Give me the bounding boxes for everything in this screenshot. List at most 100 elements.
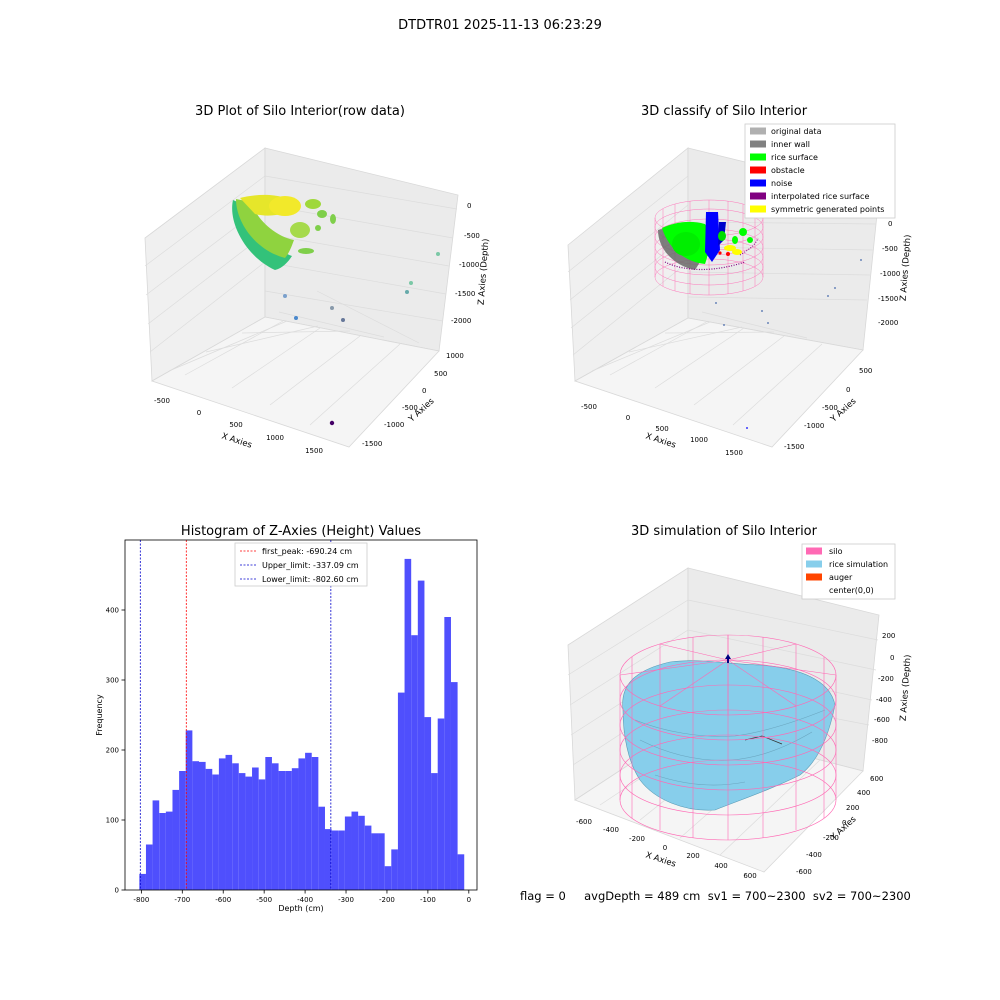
legend-swatch — [750, 179, 766, 187]
z-tick-label: 0 — [890, 654, 894, 662]
histogram-bar — [258, 779, 266, 890]
classify-legend: original data inner wall rice surface ob… — [744, 123, 896, 219]
x-tick-label: 1500 — [725, 449, 743, 457]
legend-label: obstacle — [771, 166, 805, 175]
y-tick-label: 100 — [106, 817, 119, 825]
histogram-bar — [252, 767, 259, 890]
legend-label: auger — [829, 573, 853, 582]
x-tick-label: 0 — [626, 414, 630, 422]
x-axis-label: Depth (cm) — [278, 904, 323, 913]
histogram-bar — [417, 580, 425, 890]
x-tick-label: -500 — [256, 896, 272, 904]
histogram-bar — [205, 768, 213, 890]
x-tick-label: -500 — [154, 397, 170, 405]
z-tick-label: -1000 — [880, 270, 900, 278]
legend-swatch — [750, 140, 766, 148]
pane-gridlines — [567, 175, 877, 426]
z-tick-label: -800 — [872, 737, 888, 745]
z-tick-label: -1500 — [455, 290, 475, 298]
y-tick-label: 200 — [106, 747, 119, 755]
y-tick-label: 400 — [857, 789, 870, 797]
histogram-bar — [185, 730, 193, 890]
legend-swatch — [750, 166, 766, 174]
x-ticks: -800 -700 -600 -500 -400 -300 -200 -100 0 — [133, 890, 471, 904]
histogram-bar — [331, 830, 339, 890]
histogram-bars — [139, 558, 465, 890]
histogram-bar — [344, 816, 352, 890]
histogram-bar — [265, 757, 272, 890]
floor-pane — [574, 317, 864, 448]
y-tick-label: -1000 — [384, 421, 404, 429]
x-tick-label: 600 — [743, 872, 756, 880]
histogram-bar — [384, 866, 392, 890]
histogram-bar — [358, 815, 365, 890]
histogram-bar — [165, 811, 173, 890]
classify-3d-plot: -500 0 500 1000 1500 -1500 -1000 -500 0 … — [567, 123, 913, 457]
legend-label: Upper_limit: -337.09 cm — [262, 561, 359, 570]
histogram-bar — [145, 844, 153, 890]
x-tick-label: 500 — [655, 425, 668, 433]
histogram-bar — [431, 773, 438, 890]
histogram-legend: first_peak: -690.24 cm Upper_limit: -337… — [234, 542, 368, 587]
histogram-bar — [172, 789, 180, 890]
y-tick-label: 500 — [859, 367, 872, 375]
y-tick-label: 200 — [846, 804, 859, 812]
histogram-bar — [311, 757, 319, 890]
histogram-bar — [444, 617, 451, 890]
z-axis-label: Z Axies (Depth) — [899, 654, 914, 721]
x-tick-label: 0 — [663, 844, 667, 852]
x-tick-label: 500 — [229, 421, 242, 429]
legend-swatch — [750, 127, 766, 135]
y-tick-label: 0 — [842, 819, 846, 827]
y-tick-label: 1000 — [446, 352, 464, 360]
histogram-bar — [450, 682, 458, 890]
legend-swatch — [806, 547, 822, 555]
z-tick-label: 0 — [888, 220, 892, 228]
y-tick-label: 500 — [434, 370, 447, 378]
x-tick-label: 1000 — [266, 434, 284, 442]
silo-wireframe — [619, 634, 837, 841]
histogram-bar — [179, 771, 186, 890]
simulation-3d-plot: -600 -400 -200 0 200 400 600 -600 -400 -… — [567, 543, 914, 880]
histogram-bar — [378, 833, 385, 890]
x-tick-label: 1500 — [305, 447, 323, 455]
rice-point-cloud — [232, 194, 440, 426]
histogram-bar — [159, 813, 166, 890]
histogram-bar — [397, 692, 405, 890]
z-tick-label: -2000 — [451, 317, 471, 325]
y-tick-label: -1000 — [804, 422, 824, 430]
y-tick-label: -200 — [823, 834, 839, 842]
status-footer: flag = 0 avgDepth = 489 cm sv1 = 700~230… — [520, 889, 911, 903]
z-tick-label: -200 — [878, 675, 894, 683]
histogram-bar — [404, 558, 412, 890]
raw-plot-title: 3D Plot of Silo Interior(row data) — [195, 104, 405, 119]
y-tick-label: 600 — [870, 775, 883, 783]
classified-points — [658, 212, 862, 429]
legend-swatch — [750, 205, 766, 213]
legend-label: interpolated rice surface — [771, 192, 869, 201]
histogram-bar — [192, 761, 200, 890]
z-tick-label: 0 — [467, 202, 471, 210]
raw-3d-plot: -500 0 500 1000 1500 -1500 -1000 -500 0 … — [144, 147, 491, 455]
histogram-bar — [271, 763, 279, 890]
z-tick-label: -500 — [464, 232, 480, 240]
histogram-bar — [152, 800, 160, 890]
x-axis-label: X Axies — [644, 850, 677, 869]
x-tick-label: -600 — [576, 818, 592, 826]
y-tick-label: 400 — [106, 607, 119, 615]
histogram-title: Histogram of Z-Axies (Height) Values — [180, 524, 422, 539]
y-tick-label: 0 — [846, 386, 850, 394]
histogram-bar — [437, 718, 445, 890]
x-tick-label: -400 — [297, 896, 313, 904]
histogram-bar — [411, 635, 418, 890]
back-pane — [264, 147, 459, 352]
y-tick-label: -500 — [822, 404, 838, 412]
histogram-bar — [285, 771, 292, 890]
rice-simulation-surface — [622, 660, 836, 811]
histogram-bar — [245, 776, 253, 890]
legend-label: rice surface — [771, 153, 818, 162]
y-axis-label: Frequency — [95, 694, 104, 736]
legend-label: noise — [771, 179, 792, 188]
x-tick-label: 0 — [467, 896, 471, 904]
histogram-chart: -800 -700 -600 -500 -400 -300 -200 -100 0 0 100 20… — [95, 539, 478, 913]
